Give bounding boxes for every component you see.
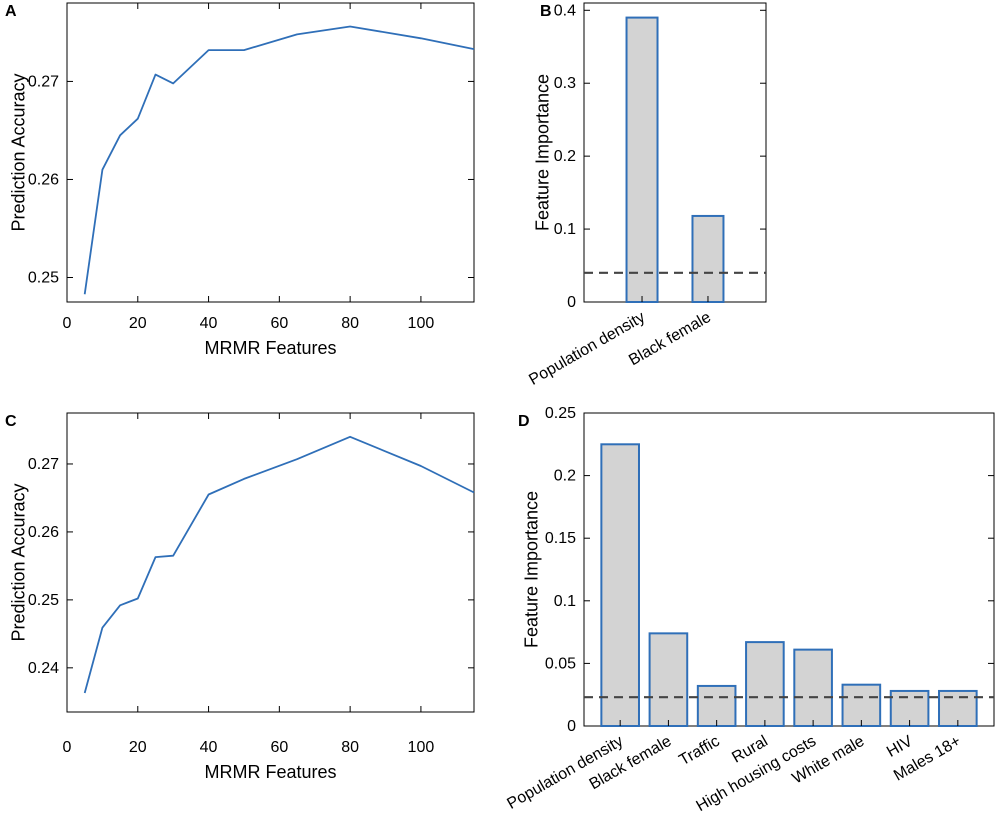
y-tick-label: 0 [567, 294, 576, 311]
y-tick-label: 0.1 [554, 221, 576, 238]
y-axis-label: Prediction Accuracy [8, 483, 28, 641]
y-tick-label: 0.25 [28, 592, 59, 609]
x-tick-label: 40 [200, 739, 218, 756]
y-tick-label: 0.26 [28, 171, 59, 188]
y-axis-label: Feature Importance [521, 491, 541, 648]
y-tick-label: 0.25 [545, 405, 576, 422]
y-tick-label: 0.2 [554, 468, 576, 485]
x-tick-label: 60 [270, 315, 288, 332]
bar [793, 648, 833, 727]
x-tick-label: 20 [129, 739, 147, 756]
bar [600, 443, 640, 727]
y-tick-label: 0.27 [28, 456, 59, 473]
series-line [83, 435, 475, 694]
panel-letter: D [518, 413, 530, 430]
y-tick-label: 0.24 [28, 660, 59, 677]
x-tick-label: 0 [63, 315, 72, 332]
panel-letter: C [5, 413, 17, 430]
y-tick-label: 0.1 [554, 593, 576, 610]
x-axis-label: MRMR Features [204, 338, 336, 358]
panel-letter: B [540, 3, 552, 20]
y-axis-label: Prediction Accuracy [8, 73, 28, 231]
x-tick-label: 100 [408, 315, 435, 332]
x-tick-label: HIV [884, 733, 916, 761]
y-tick-label: 0.25 [28, 269, 59, 286]
bar [625, 16, 659, 304]
y-tick-label: 0.3 [554, 75, 576, 92]
x-tick-label: Traffic [676, 733, 722, 770]
plot-frame [66, 412, 475, 713]
x-tick-label: 60 [270, 739, 288, 756]
y-tick-label: 0.05 [545, 655, 576, 672]
bar [691, 214, 725, 303]
series-line [83, 25, 475, 295]
x-tick-label: 100 [408, 739, 435, 756]
x-axis-label: MRMR Features [204, 762, 336, 782]
y-tick-label: 0.27 [28, 73, 59, 90]
bar [745, 641, 785, 728]
x-tick-label: Black female [587, 733, 675, 794]
y-tick-label: 0.2 [554, 148, 576, 165]
panel-letter: A [5, 3, 17, 20]
x-tick-label: 80 [341, 739, 359, 756]
bar [696, 684, 737, 727]
y-tick-label: 0.15 [545, 530, 576, 547]
bar [648, 632, 689, 727]
x-tick-label: 20 [129, 315, 147, 332]
plot-frame [583, 2, 767, 303]
plot-frame [66, 2, 475, 303]
x-tick-label: Population density [526, 309, 648, 389]
x-tick-label: 80 [341, 315, 359, 332]
y-tick-label: 0.4 [554, 2, 576, 19]
bar [841, 683, 882, 728]
panel-b: B 0 0.1 0.2 0.3 0.4 Feature Importance Populati… [526, 2, 767, 389]
y-axis-label: Feature Importance [532, 74, 552, 231]
plot-frame [583, 412, 995, 727]
x-tick-label: 0 [63, 739, 72, 756]
y-tick-label: 0 [567, 718, 576, 735]
y-tick-label: 0.26 [28, 524, 59, 541]
x-tick-label: 40 [200, 315, 218, 332]
